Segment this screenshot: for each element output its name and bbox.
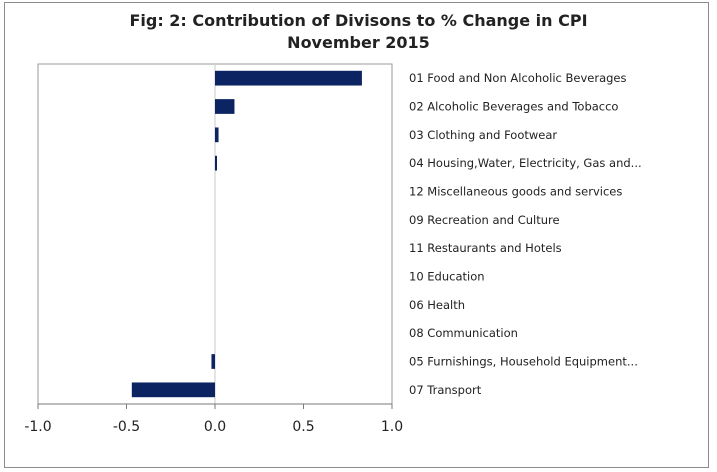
category-labels: 01 Food and Non Alcoholic Beverages 02 Al… bbox=[409, 71, 642, 397]
category-label: 12 Miscellaneous goods and services bbox=[409, 185, 622, 199]
x-axis: -1.0 -0.5 0.0 0.5 1.0 bbox=[24, 403, 403, 435]
x-tick-label: 0.0 bbox=[204, 419, 226, 435]
bar bbox=[215, 155, 217, 171]
chart-title-line-1: Fig: 2: Contribution of Divisons to % Ch… bbox=[129, 11, 588, 30]
bar bbox=[131, 382, 215, 398]
category-label: 02 Alcoholic Beverages and Tobacco bbox=[409, 100, 618, 114]
x-tick-label: 1.0 bbox=[381, 419, 403, 435]
category-label: 01 Food and Non Alcoholic Beverages bbox=[409, 71, 627, 85]
bar bbox=[211, 354, 215, 369]
bar bbox=[215, 99, 235, 114]
plot-area bbox=[37, 63, 393, 405]
category-label: 07 Transport bbox=[409, 383, 482, 397]
category-label: 03 Clothing and Footwear bbox=[409, 128, 557, 142]
bars bbox=[131, 70, 362, 398]
category-label: 11 Restaurants and Hotels bbox=[409, 241, 562, 255]
chart-title-line-2: November 2015 bbox=[287, 33, 430, 52]
bar bbox=[215, 127, 219, 143]
bar bbox=[215, 70, 362, 86]
category-label: 06 Health bbox=[409, 298, 465, 312]
x-tick-label: -0.5 bbox=[113, 419, 140, 435]
x-tick-label: 0.5 bbox=[292, 419, 314, 435]
category-label: 10 Education bbox=[409, 270, 485, 284]
category-label: 08 Communication bbox=[409, 326, 518, 340]
category-label: 09 Recreation and Culture bbox=[409, 213, 560, 227]
category-label: 04 Housing,Water, Electricity, Gas and..… bbox=[409, 156, 642, 170]
x-tick-label: -1.0 bbox=[24, 419, 51, 435]
chart-title: Fig: 2: Contribution of Divisons to % Ch… bbox=[0, 10, 717, 54]
category-label: 05 Furnishings, Household Equipment... bbox=[409, 355, 638, 369]
